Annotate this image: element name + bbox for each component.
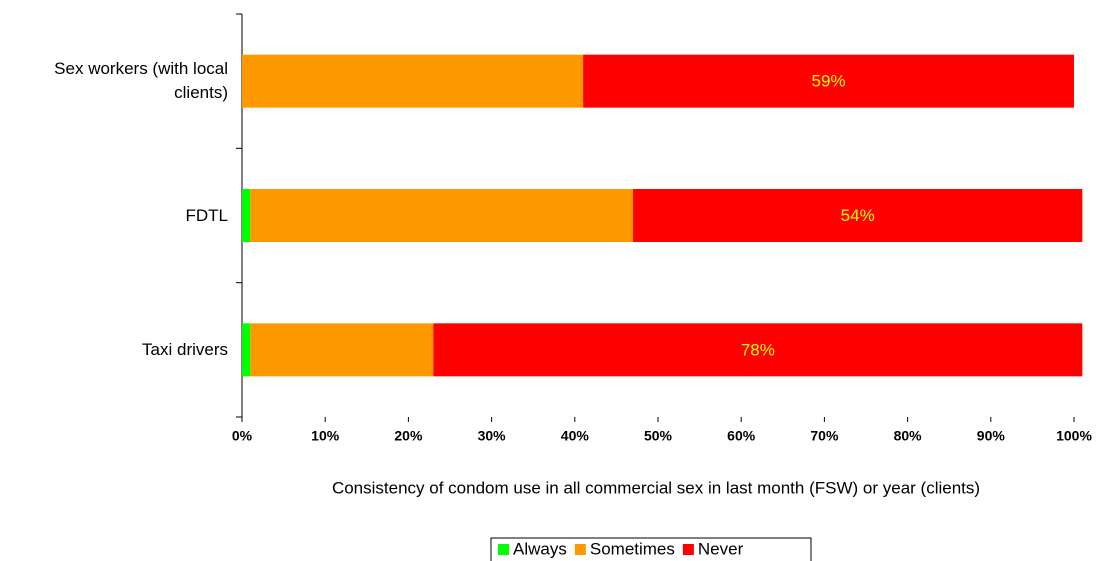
y-tick-label: Taxi drivers — [142, 339, 228, 359]
value-label: 78% — [741, 340, 775, 359]
legend-box — [490, 537, 812, 561]
x-tick-label: 90% — [977, 428, 1006, 444]
x-axis-title: Consistency of condom use in all commerc… — [332, 478, 980, 497]
x-tick-label: 40% — [561, 428, 590, 444]
legend-label: Sometimes — [590, 539, 675, 558]
value-label: 54% — [841, 206, 875, 225]
bar-segment — [250, 323, 434, 377]
legend-swatch — [574, 544, 586, 555]
x-tick-label: 50% — [644, 428, 673, 444]
bar-segment — [633, 189, 1083, 242]
y-tick-label: FDTL — [185, 205, 229, 225]
legend-swatch — [682, 544, 694, 555]
bar-segment — [242, 189, 251, 242]
bar-segment — [242, 54, 584, 108]
y-tick-label: Sex workers (with local clients) — [54, 59, 228, 103]
legend-swatch — [498, 544, 509, 555]
x-tick-label: 80% — [894, 428, 923, 444]
x-tick-label: 70% — [810, 428, 839, 444]
x-tick-label: 100% — [1056, 428, 1092, 444]
legend-label: Never — [698, 539, 744, 558]
x-tick-label: 30% — [478, 428, 507, 444]
value-label: 59% — [812, 72, 846, 91]
x-tick-label: 60% — [727, 428, 756, 444]
bar-segment — [242, 323, 251, 377]
x-tick-label: 10% — [311, 428, 340, 444]
bar-segment — [433, 323, 1083, 377]
bar-segment — [583, 54, 1074, 108]
legend-label: Always — [513, 539, 567, 558]
x-tick-label: 20% — [394, 428, 423, 444]
bar-segment — [250, 189, 634, 242]
x-tick-label: 0% — [232, 428, 253, 444]
